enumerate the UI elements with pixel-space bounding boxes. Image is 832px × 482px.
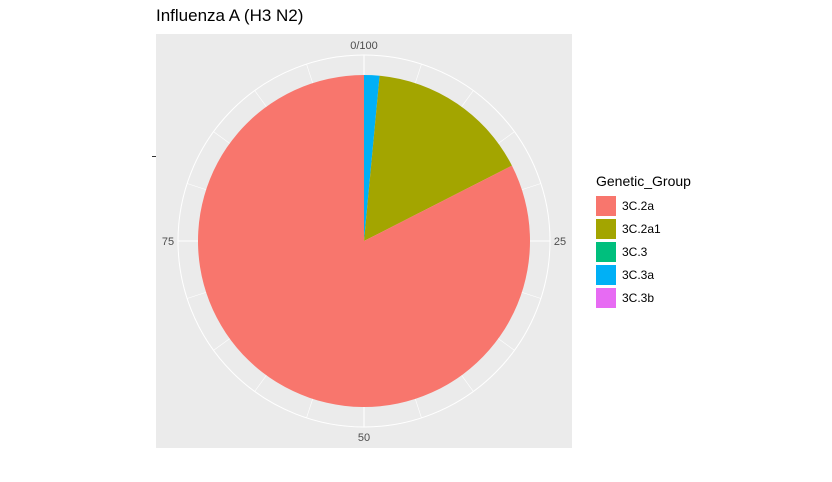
legend-item: 3C.2a1 xyxy=(596,217,691,240)
theta-tick-labels: 0/100 25 50 75 xyxy=(162,40,566,444)
legend-label: 3C.3a xyxy=(622,267,655,282)
theta-tick-label: 25 xyxy=(554,236,566,248)
pie-slice-3c-2a xyxy=(197,75,530,407)
legend-key xyxy=(596,287,616,308)
pie-slices xyxy=(197,75,530,407)
legend-item: 3C.2a xyxy=(596,194,691,217)
chart-title: Influenza A (H3 N2) xyxy=(156,6,304,25)
legend-items: 3C.2a 3C.2a1 3C.3 3C.3a 3C.3b xyxy=(596,194,691,309)
legend-label: 3C.2a1 xyxy=(622,221,661,236)
legend-item: 3C.3a xyxy=(596,263,691,286)
legend-title: Genetic_Group xyxy=(596,173,691,189)
y-axis-tick xyxy=(152,156,156,157)
theta-tick-label: 0/100 xyxy=(350,40,378,52)
legend-key xyxy=(596,218,616,239)
legend-key xyxy=(596,241,616,262)
pie-slice-3c-2a1 xyxy=(364,75,512,241)
theta-tick-label: 50 xyxy=(358,432,370,444)
legend-label: 3C.2a xyxy=(622,198,655,213)
legend: Genetic_Group 3C.2a 3C.2a1 3C.3 3C.3a 3C.3b xyxy=(596,173,691,309)
legend-key xyxy=(596,195,616,216)
pie-slice-3c-3a xyxy=(364,75,380,241)
legend-item: 3C.3b xyxy=(596,286,691,309)
legend-key xyxy=(596,264,616,285)
legend-item: 3C.3 xyxy=(596,240,691,263)
legend-label: 3C.3 xyxy=(622,244,648,259)
legend-label: 3C.3b xyxy=(622,290,655,305)
theta-tick-label: 75 xyxy=(162,236,174,248)
